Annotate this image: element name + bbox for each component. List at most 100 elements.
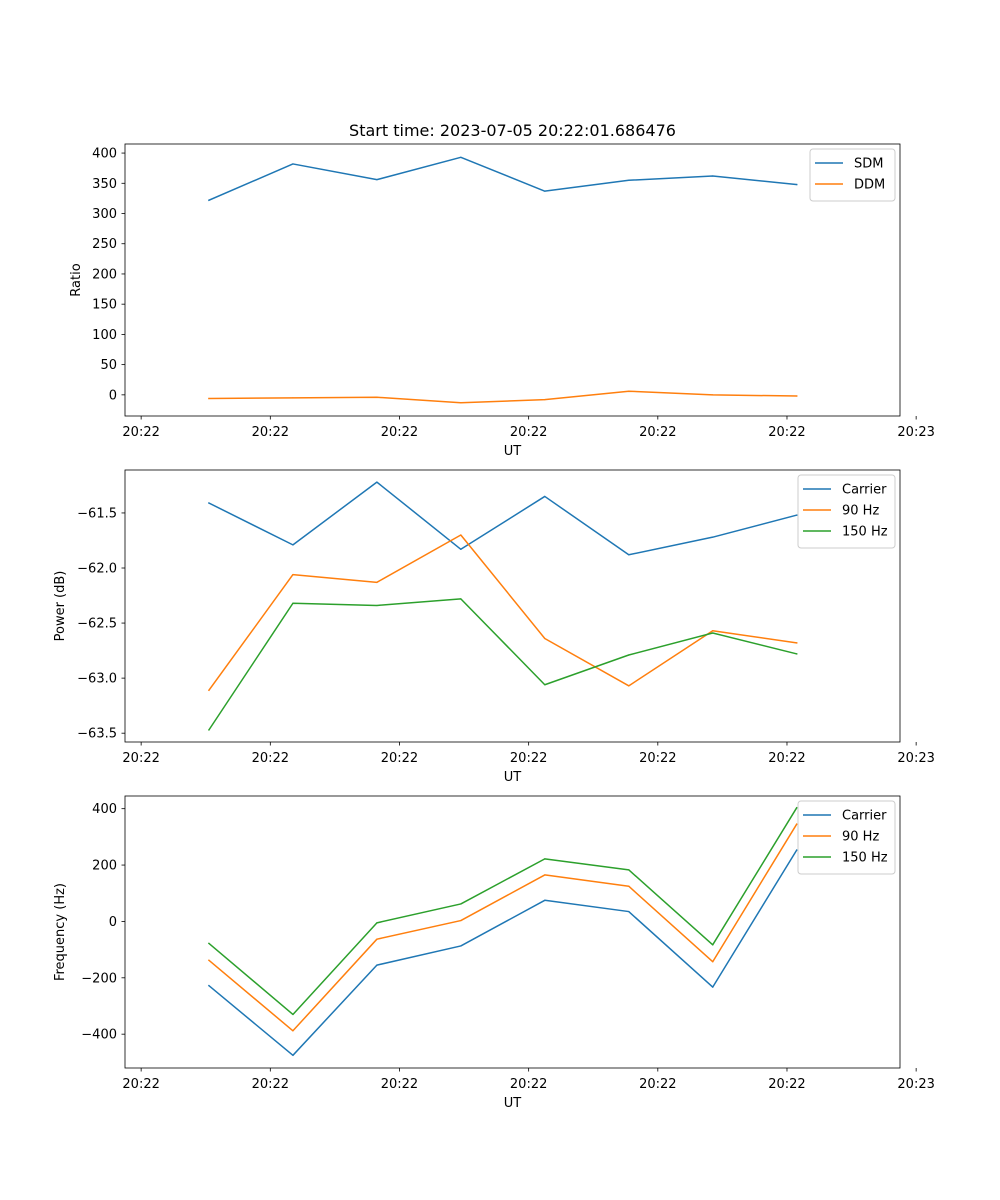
data-point-power-2-3 — [460, 598, 462, 600]
series-line-power-150-hz — [207, 598, 798, 731]
series-line-frequency-150-hz — [207, 806, 798, 1016]
data-point-ratio-0-2 — [376, 179, 378, 181]
series-line-ratio-sdm — [207, 156, 798, 202]
data-point-frequency-0-6 — [712, 986, 714, 988]
data-point-ratio-0-0 — [208, 199, 210, 201]
chart-panel-frequency: 20:22 20:22 20:22 20:22 20:22 20:22 20:23 −400 −… — [53, 795, 935, 1111]
y-tick-label-ratio-6: 300 — [92, 207, 117, 222]
data-point-frequency-2-3 — [460, 903, 462, 905]
axes-frame-power — [124, 469, 901, 743]
data-point-ratio-0-5 — [628, 179, 630, 181]
y-tick-label-frequency-4: 400 — [92, 802, 117, 817]
y-tick-label-power-2: −62.5 — [77, 617, 117, 632]
series-line-ratio-ddm — [208, 390, 798, 404]
y-tick-label-power-0: −63.5 — [77, 727, 117, 742]
x-tick-label-frequency-4: 20:22 — [639, 1077, 676, 1092]
data-point-ratio-0-4 — [544, 190, 546, 192]
y-tick-label-ratio-8: 400 — [92, 147, 117, 162]
legend-box-power — [797, 474, 896, 549]
data-point-ratio-1-0 — [208, 397, 210, 400]
data-point-power-2-0 — [208, 729, 210, 731]
x-tick-label-frequency-5: 20:22 — [768, 1077, 805, 1092]
data-point-frequency-2-7 — [796, 807, 798, 809]
x-tick-label-frequency-6: 20:23 — [897, 1077, 934, 1092]
series-line-power-90-hz — [207, 534, 798, 692]
y-tick-label-ratio-2: 100 — [92, 328, 117, 343]
chart-panel-ratio: 20:22 20:22 20:22 20:22 20:22 20:22 20:23 0 50 10… — [69, 143, 935, 459]
data-point-power-0-5 — [628, 554, 630, 556]
x-tick-label-ratio-2: 20:22 — [381, 425, 418, 440]
data-point-frequency-0-4 — [544, 899, 546, 901]
data-point-power-1-5 — [628, 685, 630, 687]
x-axis-label-power: UT — [504, 770, 522, 785]
data-point-ratio-1-4 — [544, 399, 546, 401]
data-point-frequency-0-0 — [208, 985, 210, 987]
y-tick-label-power-1: −63.0 — [77, 672, 117, 687]
x-tick-label-frequency-1: 20:22 — [252, 1077, 289, 1092]
legend-power: Carrier 90 Hz 150 Hz — [797, 474, 896, 549]
x-tick-label-ratio-1: 20:22 — [252, 425, 289, 440]
data-point-frequency-1-5 — [628, 885, 630, 887]
x-tick-label-power-2: 20:22 — [381, 751, 418, 766]
series-line-frequency-carrier — [207, 849, 798, 1057]
x-tick-label-frequency-0: 20:22 — [122, 1077, 159, 1092]
data-point-frequency-2-5 — [628, 869, 630, 871]
data-point-frequency-2-0 — [208, 942, 210, 945]
data-point-frequency-2-4 — [544, 858, 546, 860]
data-point-ratio-0-6 — [712, 175, 714, 177]
data-point-power-0-4 — [544, 495, 546, 498]
x-tick-label-power-5: 20:22 — [768, 751, 805, 766]
data-point-frequency-0-1 — [292, 1054, 294, 1056]
data-point-ratio-1-7 — [796, 395, 798, 397]
x-tick-label-ratio-5: 20:22 — [768, 425, 805, 440]
axes-frame-frequency — [124, 795, 901, 1069]
data-point-frequency-2-2 — [376, 922, 378, 924]
legend-label-power-1: 90 Hz — [842, 504, 879, 519]
y-tick-label-ratio-0: 0 — [109, 388, 117, 403]
x-tick-label-power-3: 20:22 — [510, 751, 547, 766]
data-point-power-0-3 — [460, 548, 462, 550]
data-point-ratio-0-3 — [460, 156, 462, 158]
data-point-power-1-6 — [712, 630, 714, 632]
legend-label-power-0: Carrier — [842, 483, 887, 498]
legend-label-frequency-2: 150 Hz — [842, 851, 888, 866]
y-tick-label-ratio-4: 200 — [92, 267, 117, 282]
data-point-frequency-1-3 — [460, 919, 462, 922]
legend-ratio: SDM DDM — [809, 148, 896, 202]
y-axis-label-power: Power (dB) — [53, 571, 68, 642]
legend-box-frequency — [797, 800, 896, 875]
data-point-power-0-7 — [796, 514, 798, 516]
data-point-power-0-1 — [292, 544, 294, 546]
data-point-power-1-3 — [460, 534, 462, 536]
y-tick-label-ratio-1: 50 — [100, 358, 117, 373]
data-point-ratio-1-6 — [712, 394, 714, 396]
legend-label-ratio-1: DDM — [854, 178, 885, 193]
x-tick-label-power-4: 20:22 — [639, 751, 676, 766]
data-point-frequency-1-7 — [796, 823, 798, 825]
data-point-power-2-2 — [376, 604, 378, 607]
data-point-power-2-7 — [796, 653, 798, 655]
data-point-frequency-0-5 — [628, 910, 630, 913]
data-point-power-1-1 — [292, 574, 294, 576]
data-point-frequency-0-2 — [376, 964, 378, 966]
data-point-frequency-1-0 — [208, 959, 210, 961]
legend-label-power-2: 150 Hz — [842, 525, 888, 540]
data-point-ratio-0-1 — [292, 163, 294, 165]
x-tick-label-frequency-3: 20:22 — [510, 1077, 547, 1092]
data-point-ratio-1-1 — [292, 397, 294, 399]
data-point-power-1-0 — [208, 689, 210, 691]
data-point-frequency-1-6 — [712, 961, 714, 963]
series-line-frequency-90-hz — [207, 823, 798, 1032]
x-tick-label-ratio-6: 20:23 — [897, 425, 934, 440]
axes-frame-ratio — [124, 143, 901, 417]
legend-label-ratio-0: SDM — [854, 157, 883, 172]
x-tick-label-ratio-4: 20:22 — [639, 425, 676, 440]
x-tick-label-ratio-0: 20:22 — [122, 425, 159, 440]
y-tick-label-power-3: −62.0 — [77, 562, 117, 577]
data-point-power-1-7 — [796, 642, 798, 644]
data-point-power-0-6 — [712, 536, 714, 538]
data-point-frequency-2-6 — [712, 944, 714, 946]
y-tick-label-ratio-3: 150 — [92, 298, 117, 313]
data-point-power-2-6 — [712, 632, 714, 634]
data-point-ratio-0-7 — [796, 183, 798, 186]
